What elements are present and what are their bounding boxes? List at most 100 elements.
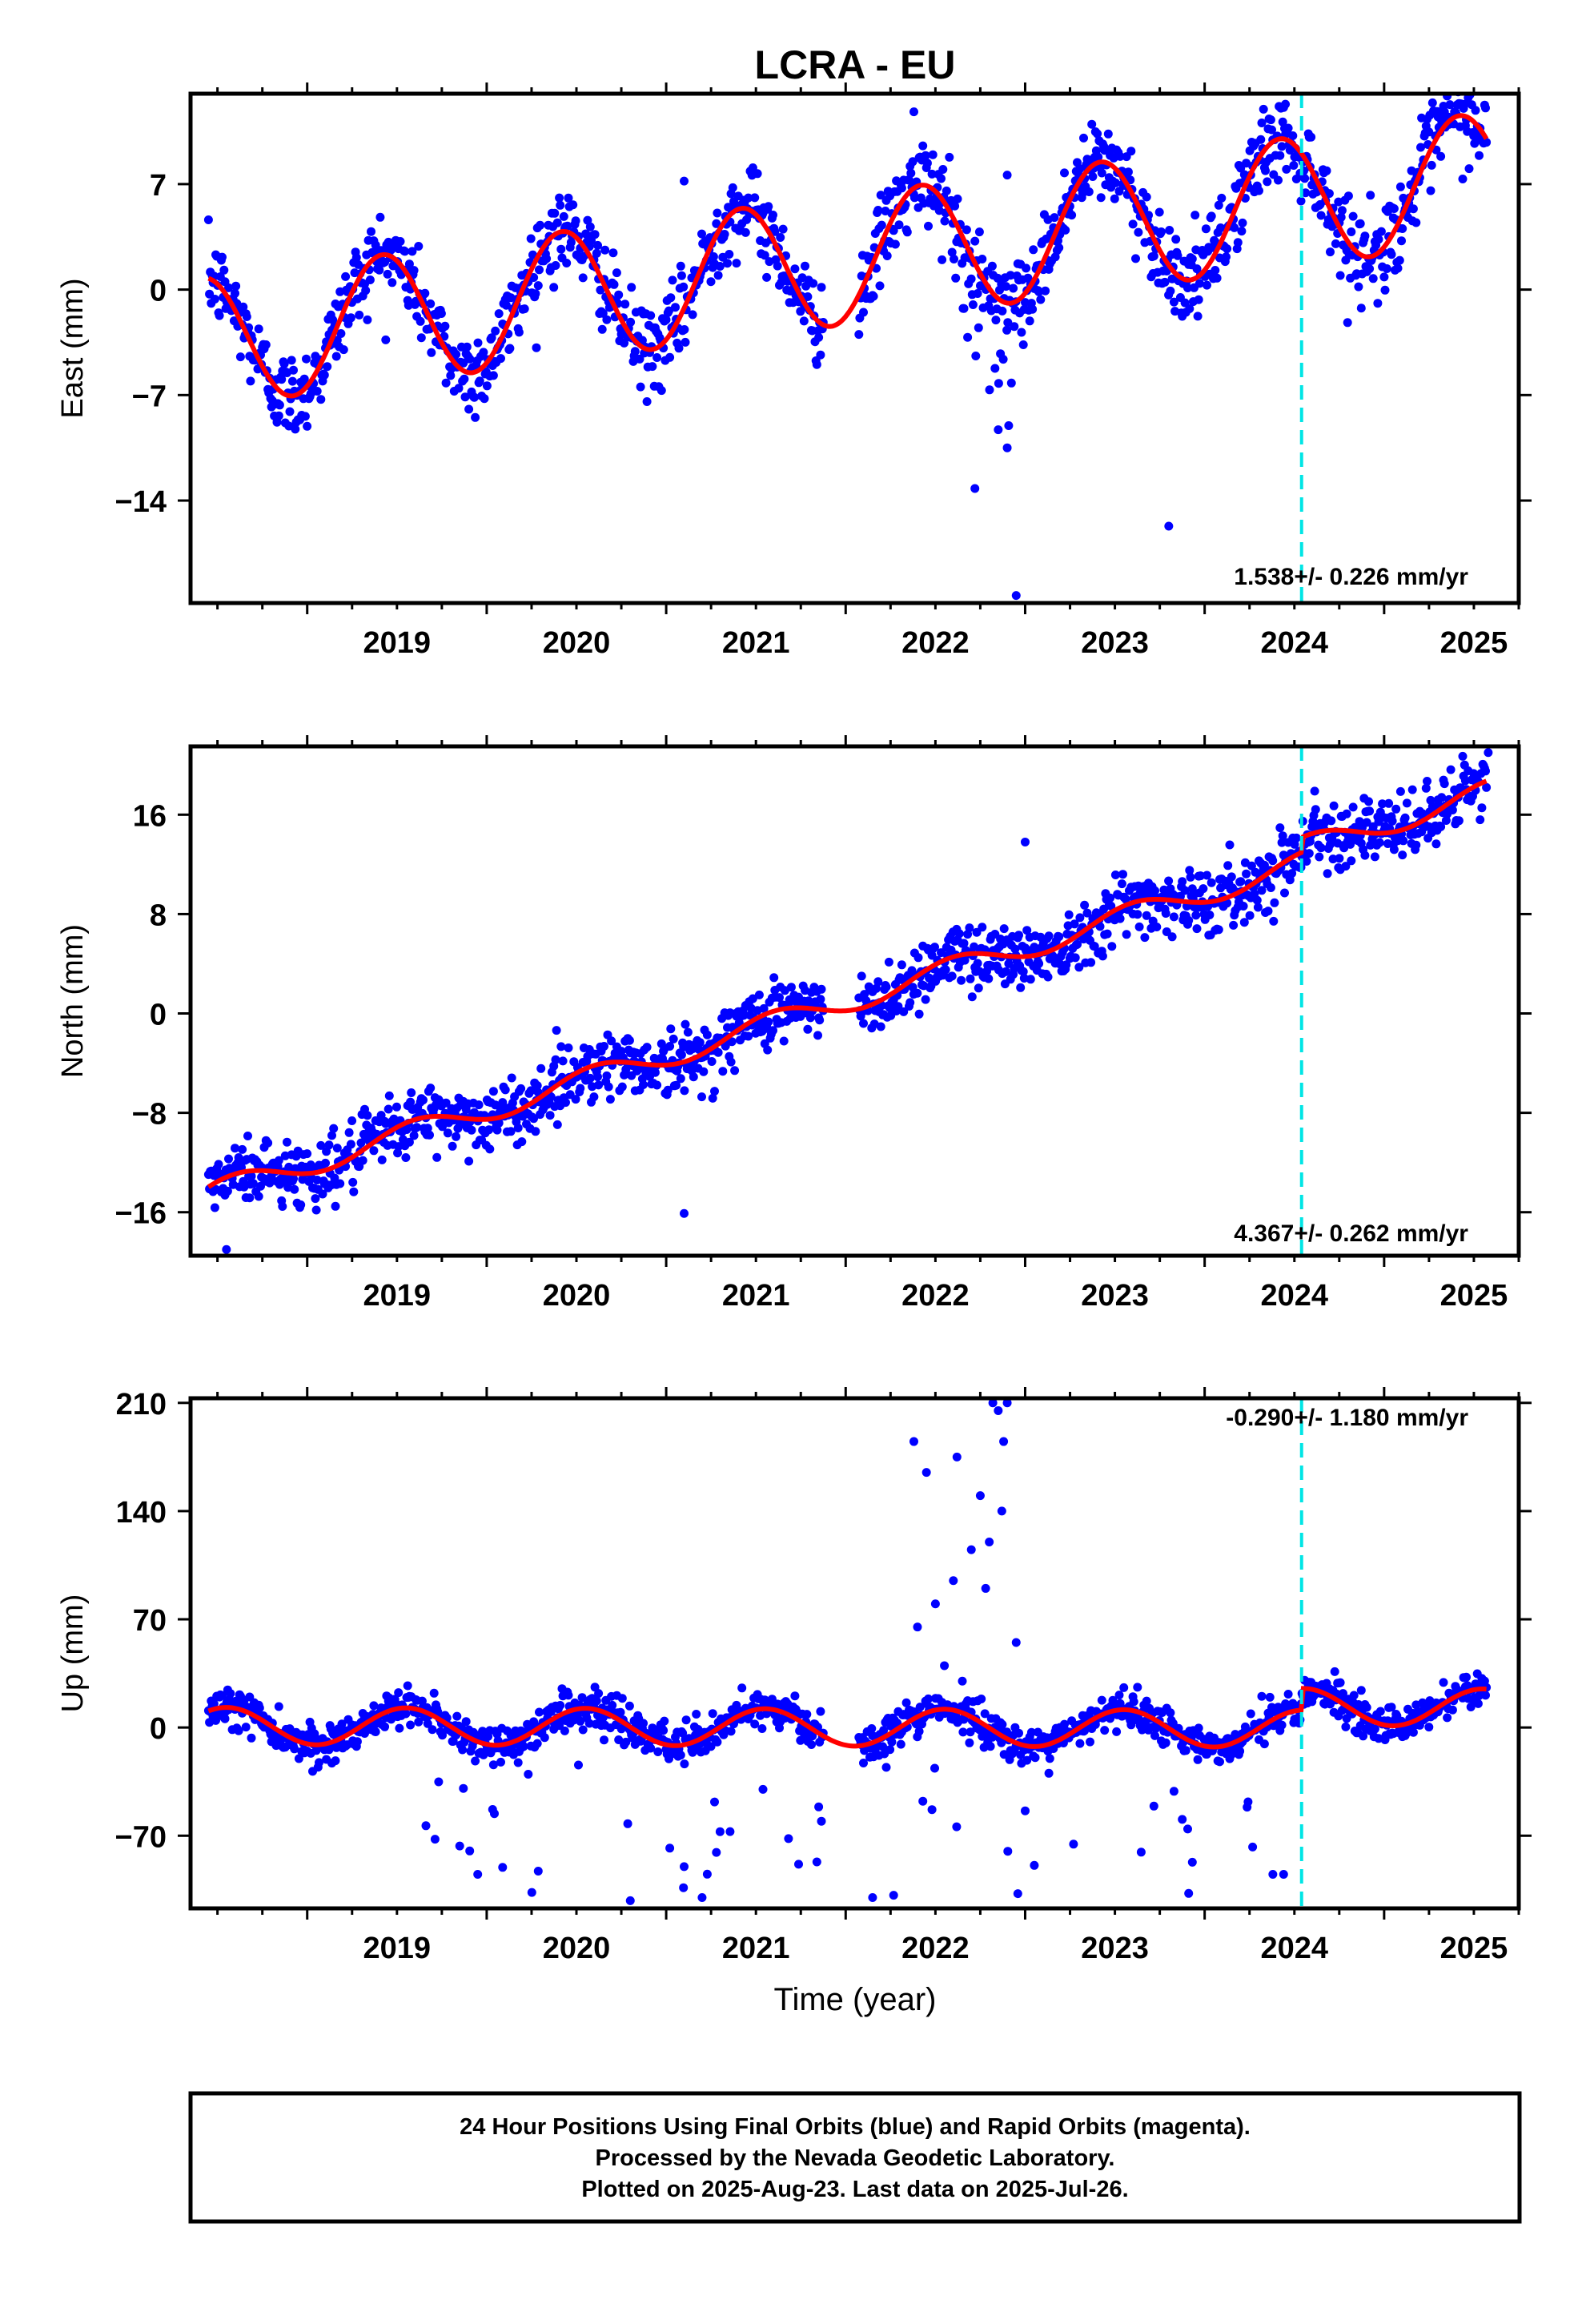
data-point [984, 974, 994, 983]
data-point [1375, 1707, 1385, 1716]
data-point [1266, 115, 1275, 125]
data-point [1102, 929, 1112, 939]
data-point [1181, 1746, 1191, 1755]
data-point [443, 1128, 452, 1138]
data-point [461, 1717, 471, 1727]
data-point [1257, 886, 1267, 895]
data-point [344, 1128, 354, 1137]
data-point [1348, 211, 1358, 221]
outlier-point [680, 1208, 689, 1218]
data-point [1380, 285, 1390, 295]
data-point [1259, 104, 1268, 114]
data-point [1446, 765, 1456, 774]
data-point [769, 211, 777, 219]
data-point [779, 1036, 789, 1046]
data-point [1275, 151, 1285, 160]
data-point [809, 279, 818, 288]
data-point [1277, 838, 1287, 847]
data-point [702, 1869, 712, 1879]
data-point [584, 1719, 594, 1728]
data-point [928, 150, 938, 159]
outlier-point [975, 1491, 985, 1501]
data-point [556, 1042, 566, 1051]
data-point [1253, 903, 1263, 912]
data-point [316, 395, 326, 404]
data-point [1030, 943, 1039, 952]
data-point [617, 1082, 627, 1092]
data-point [968, 300, 978, 309]
data-point [1004, 421, 1014, 430]
data-point [290, 1184, 299, 1194]
data-point [1315, 852, 1324, 862]
data-point [1106, 893, 1115, 903]
data-point [1436, 151, 1446, 161]
data-point [332, 1144, 342, 1153]
data-point [1026, 975, 1035, 984]
data-point [1356, 1686, 1366, 1695]
data-point [677, 1050, 686, 1059]
data-points [203, 746, 1493, 1254]
plot-frame [188, 744, 1521, 1258]
data-point [1171, 235, 1181, 244]
data-point [1097, 168, 1106, 178]
data-point [1212, 273, 1222, 283]
data-point [1389, 845, 1399, 854]
data-point [1354, 282, 1363, 292]
data-point [299, 374, 309, 384]
outlier-point [952, 1452, 962, 1462]
data-point [1134, 227, 1143, 237]
data-point [423, 1719, 432, 1728]
data-point [429, 1688, 439, 1698]
data-point [300, 412, 310, 421]
data-point [857, 271, 866, 281]
data-point [363, 1111, 372, 1120]
data-point [1364, 797, 1373, 806]
data-point [315, 1758, 323, 1767]
data-point [1237, 227, 1247, 236]
data-point [1150, 1731, 1159, 1740]
outlier-point [994, 425, 1003, 435]
data-point [913, 953, 923, 963]
y-tick-label: 7 [150, 169, 167, 203]
data-point [219, 265, 229, 275]
data-point [387, 278, 397, 287]
data-point [404, 259, 414, 269]
data-point [813, 1031, 822, 1040]
data-point [896, 1739, 905, 1749]
data-point [423, 1124, 432, 1133]
data-point [1094, 152, 1103, 162]
data-point [535, 265, 544, 275]
data-point [226, 1689, 235, 1699]
data-point [564, 1043, 573, 1052]
data-point [1335, 1678, 1345, 1687]
data-point [1423, 777, 1431, 786]
x-tick-label: 2021 [722, 626, 790, 660]
data-point [967, 992, 977, 1002]
data-point [592, 248, 601, 258]
data-point [241, 1723, 251, 1732]
data-point [727, 1037, 737, 1047]
data-point [1277, 142, 1287, 151]
data-point [1117, 879, 1126, 889]
data-point [471, 1756, 480, 1766]
outlier-point [909, 1437, 918, 1446]
data-point [1362, 1703, 1371, 1712]
data-point [427, 348, 436, 357]
data-point [562, 259, 572, 267]
y-tick-label: −70 [115, 1820, 167, 1854]
data-point [1183, 283, 1192, 292]
data-point [978, 255, 987, 263]
data-point [608, 248, 618, 258]
data-point [392, 1102, 401, 1112]
data-point [1103, 129, 1113, 139]
data-point [1311, 805, 1320, 814]
data-point [974, 227, 984, 237]
data-point [796, 307, 805, 316]
data-point [596, 285, 605, 295]
data-point [1075, 164, 1085, 174]
data-point [1214, 925, 1223, 935]
x-tick-label: 2019 [363, 1279, 432, 1313]
data-point [753, 169, 762, 179]
data-point [318, 1189, 327, 1199]
data-point [1476, 815, 1485, 825]
